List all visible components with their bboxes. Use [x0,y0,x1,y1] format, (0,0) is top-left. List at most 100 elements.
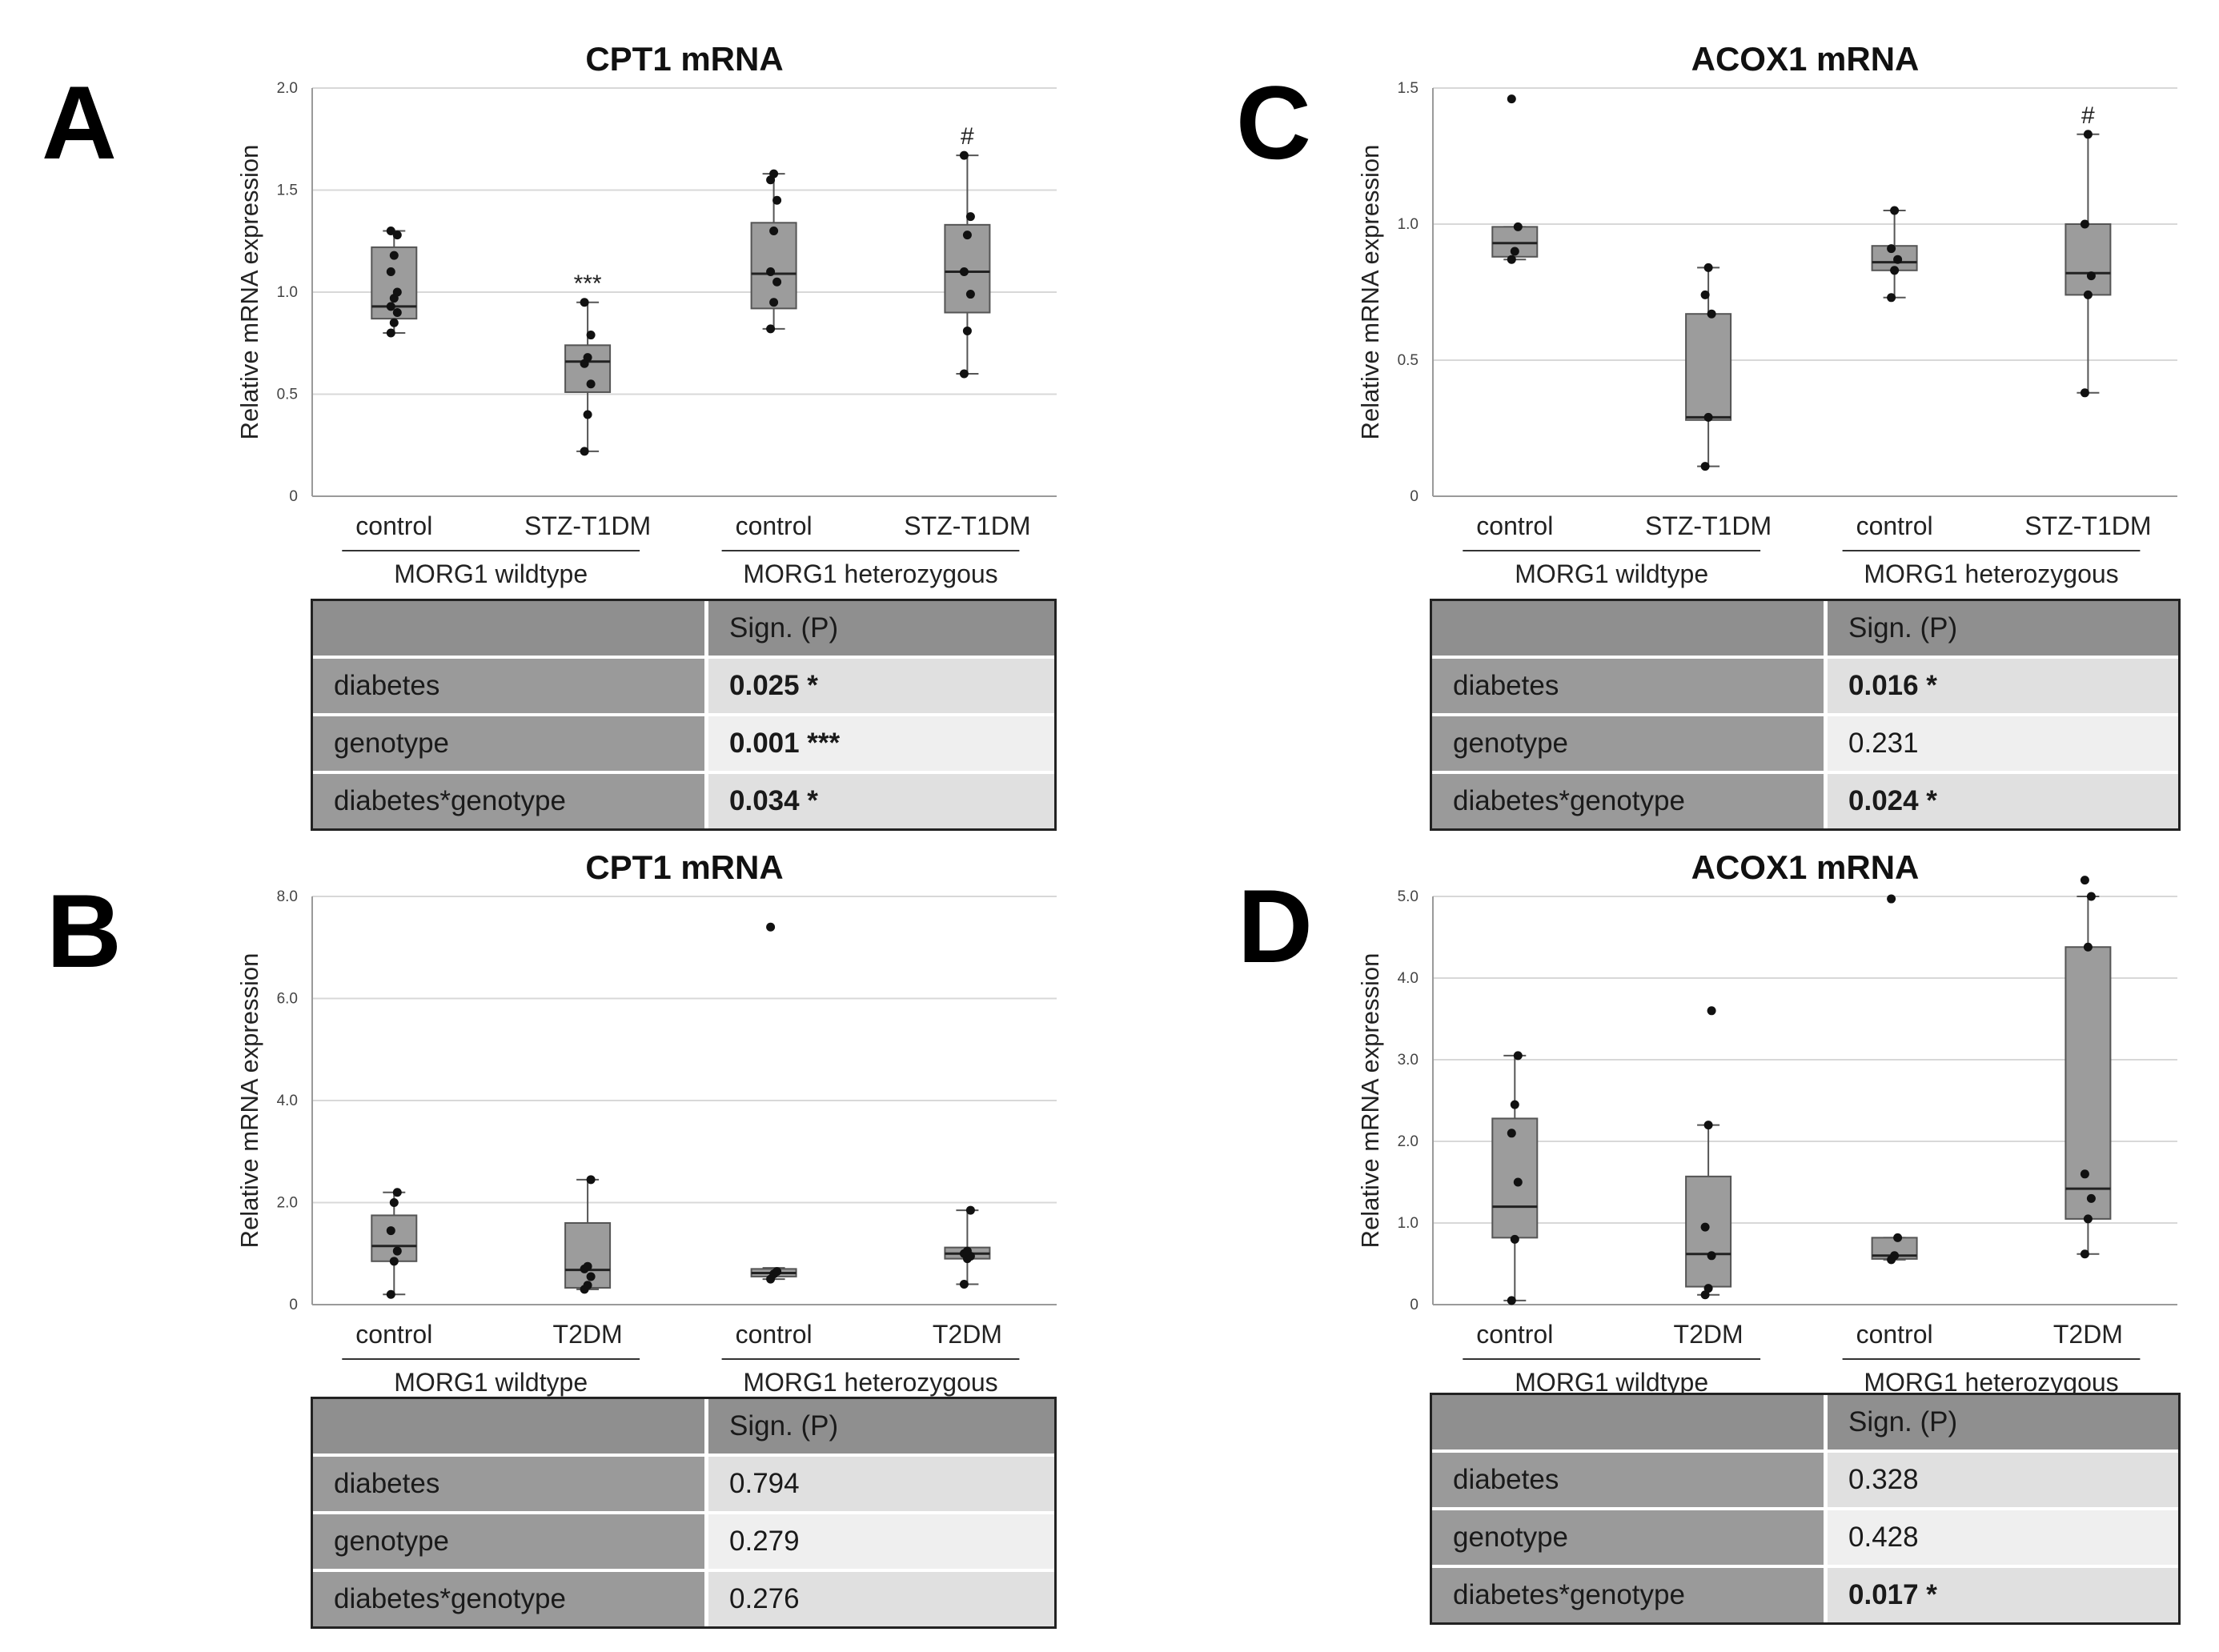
stats-value: 0.001 *** [708,716,1054,771]
stats-row-diabetes: diabetes 0.016 * [1432,656,2178,713]
box-3 [1871,206,1918,303]
data-point [583,410,592,419]
y-tick-label: 2.0 [1398,1133,1418,1150]
data-point [1703,1121,1713,1130]
data-point [2080,219,2089,229]
stats-header-empty [1432,1395,1828,1450]
stats-header-sign: Sign. (P) [1828,1395,2178,1450]
x-category-label: T2DM [2053,1320,2123,1349]
stats-value: 0.276 [708,1572,1054,1626]
y-axis-label: Relative mRNA expression [235,145,263,440]
data-point [965,1205,975,1215]
stats-header-row: Sign. (P) [1432,601,2178,656]
data-point [1510,1100,1519,1109]
data-point [1510,1234,1519,1244]
stats-label: diabetes*genotype [1432,774,1828,828]
stats-table-a: Sign. (P) diabetes 0.025 * genotype 0.00… [311,599,1057,831]
stats-label: diabetes [1432,1453,1828,1507]
data-point [2086,271,2096,281]
stats-row-genotype: genotype 0.428 [1432,1507,2178,1565]
data-point [766,267,776,276]
stats-header-row: Sign. (P) [313,1399,1054,1454]
group-label: MORG1 heterozygous [743,1368,997,1397]
data-point [389,1198,399,1207]
panel-letter-d: D [1238,868,1313,984]
y-axis-label: Relative mRNA expression [235,953,263,1249]
data-point [2083,1214,2093,1224]
y-tick-label: 0 [1410,488,1418,505]
stats-header-empty [313,601,708,656]
box-1 [1491,94,1539,264]
data-point [965,290,975,299]
data-point [2086,1193,2096,1203]
stats-value: 0.428 [1828,1510,2178,1565]
box-1 [1491,1051,1539,1305]
box-3 [1871,894,1918,1265]
data-point [1507,94,1516,104]
stats-value: 0.024 * [1828,774,2178,828]
data-point [386,1289,395,1299]
data-point [580,447,589,456]
data-point [1513,1051,1523,1061]
y-tick-label: 4.0 [1398,970,1418,987]
data-point [772,195,782,205]
box-iqr [944,223,991,314]
stats-value: 0.025 * [708,659,1054,713]
group-label: MORG1 heterozygous [1864,559,2118,588]
data-point [965,212,975,222]
stats-label: diabetes [1432,659,1828,713]
x-category-label: control [1856,1320,1933,1349]
stats-header-sign: Sign. (P) [708,601,1054,656]
data-point [583,353,592,363]
data-point [386,267,395,276]
data-point [2083,942,2093,952]
data-point [2080,1169,2089,1179]
group-label: MORG1 wildtype [394,559,588,588]
stats-value: 0.034 * [708,774,1054,828]
box-3 [750,922,797,1284]
box-2: *** [564,271,612,456]
data-point [1707,1251,1716,1261]
stats-header-sign: Sign. (P) [708,1399,1054,1454]
data-point [1707,1006,1716,1016]
box-iqr [1685,313,1732,421]
data-point [766,922,776,932]
panel-letter-a: A [42,64,117,181]
box-1 [371,227,418,338]
y-tick-label: 3.0 [1398,1052,1418,1069]
data-point [1700,290,1710,299]
chart-title: ACOX1 mRNA [1691,40,1920,78]
x-category-label: T2DM [553,1320,623,1349]
group-label: MORG1 wildtype [1515,1368,1708,1397]
chart-a: CPT1 mRNA 0 0.5 1.0 1.5 2.0 Relative mRNA expr… [235,40,1057,588]
y-tick-label: 4.0 [277,1093,298,1109]
data-point [392,287,402,297]
x-category-label: control [1856,511,1933,540]
chart-title: CPT1 mRNA [585,40,783,78]
y-tick-label: 1.5 [1398,80,1418,97]
box-4: # [944,123,991,379]
y-tick-label: 8.0 [277,888,298,905]
data-point [389,318,399,327]
y-axis-label: Relative mRNA expression [1356,145,1384,440]
data-point [962,231,972,240]
y-tick-label: 0 [1410,1297,1418,1313]
stats-row-interaction: diabetes*genotype 0.276 [313,1569,1054,1626]
data-point [2083,130,2093,139]
group-label: MORG1 wildtype [1515,559,1708,588]
significance-annotation: # [2081,102,2095,129]
data-point [392,308,402,317]
stats-table-d: Sign. (P) diabetes 0.328 genotype 0.428 … [1430,1393,2181,1625]
data-point [2080,388,2089,398]
data-point [2080,1249,2089,1259]
stats-row-diabetes: diabetes 0.025 * [313,656,1054,713]
stats-label: diabetes [313,1457,708,1511]
y-tick-label: 6.0 [277,991,298,1008]
data-point [962,1246,972,1256]
data-point [1700,462,1710,471]
data-point [1890,206,1900,215]
data-point [766,324,776,334]
data-point [1890,266,1900,275]
y-tick-label: 1.0 [1398,1215,1418,1232]
data-point [2083,290,2093,299]
